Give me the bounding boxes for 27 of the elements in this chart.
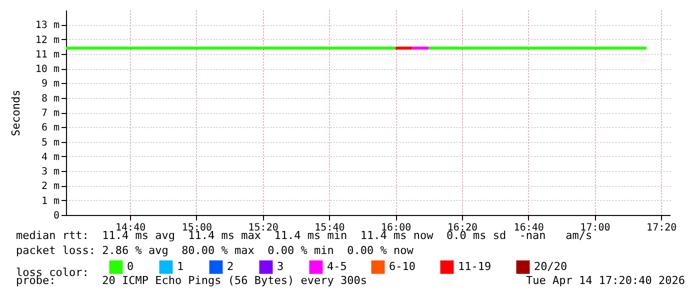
y-tick-label: 11 m	[35, 49, 60, 60]
x-tick-label: 17:20	[646, 222, 677, 234]
x-tick-label: 16:40	[514, 222, 544, 234]
legend-label: 4-5	[327, 260, 347, 274]
legend-label: 3	[277, 260, 284, 274]
legend-label: 0	[127, 260, 134, 274]
y-tick-label: 7 m	[41, 108, 60, 119]
y-tick-label: 6 m	[41, 122, 60, 134]
legend-label: 20/20	[534, 260, 568, 274]
y-axis-title: Seconds	[9, 90, 22, 136]
legend-label: 2	[227, 260, 234, 274]
legend-label: 1	[177, 260, 184, 274]
legend-label: 11-19	[458, 260, 492, 274]
legend-label: 6-10	[389, 260, 416, 274]
y-tick-label: 8 m	[41, 93, 60, 104]
y-tick-label: 2 m	[41, 181, 60, 192]
y-tick-label: 0	[53, 210, 60, 222]
y-tick-label: 13 m	[35, 20, 60, 32]
text: Tue Apr 14 17:20:40 2026	[526, 274, 685, 287]
y-tick-label: 1 m	[41, 196, 60, 207]
text: packet loss: 2.86 % avg 80.00 % max 0.00 % min 0.00 % now	[16, 244, 414, 257]
y-tick-label: 9 m	[41, 78, 60, 90]
y-tick-label: 5 m	[41, 137, 60, 148]
y-tick-label: 4 m	[41, 152, 60, 163]
y-tick-label: 3 m	[41, 166, 60, 178]
y-tick-label: 10 m	[35, 64, 60, 76]
y-tick-label: 12 m	[35, 34, 60, 46]
